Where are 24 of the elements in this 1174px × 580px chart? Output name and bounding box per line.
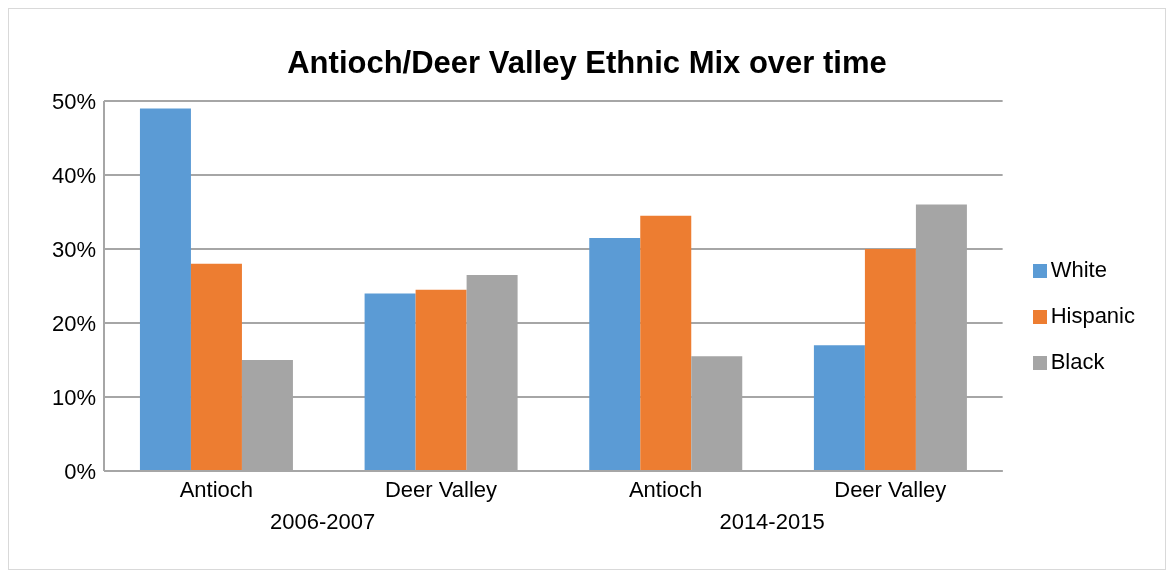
x-tick-label: Antioch <box>179 477 254 502</box>
y-tick-label: 10% <box>51 384 96 410</box>
bar <box>813 345 865 471</box>
text: 2014-2015 <box>719 509 825 534</box>
bar <box>364 293 416 471</box>
x-tick-label: Antioch <box>628 477 703 502</box>
legend-label: White <box>1050 257 1107 282</box>
bar <box>640 215 692 471</box>
legend-label: Black <box>1050 349 1105 374</box>
y-tick-label: 40% <box>51 162 96 188</box>
x-tick-label: Deer Valley <box>834 477 947 502</box>
bar <box>415 289 467 471</box>
bar <box>864 249 916 471</box>
x-tick-label: Deer Valley <box>384 477 498 502</box>
bar <box>589 237 641 471</box>
y-tick-label: 20% <box>51 310 96 336</box>
y-tick-label: 50% <box>51 88 96 114</box>
text: 2006-2007 <box>270 509 376 534</box>
y-tick-label: 0% <box>64 458 96 484</box>
legend-label: Hispanic <box>1050 303 1135 328</box>
y-tick-label: 30% <box>51 236 96 262</box>
chart-title: Antioch/Deer Valley Ethnic Mix over time <box>286 45 888 81</box>
bar <box>139 108 191 471</box>
bar <box>190 263 242 471</box>
